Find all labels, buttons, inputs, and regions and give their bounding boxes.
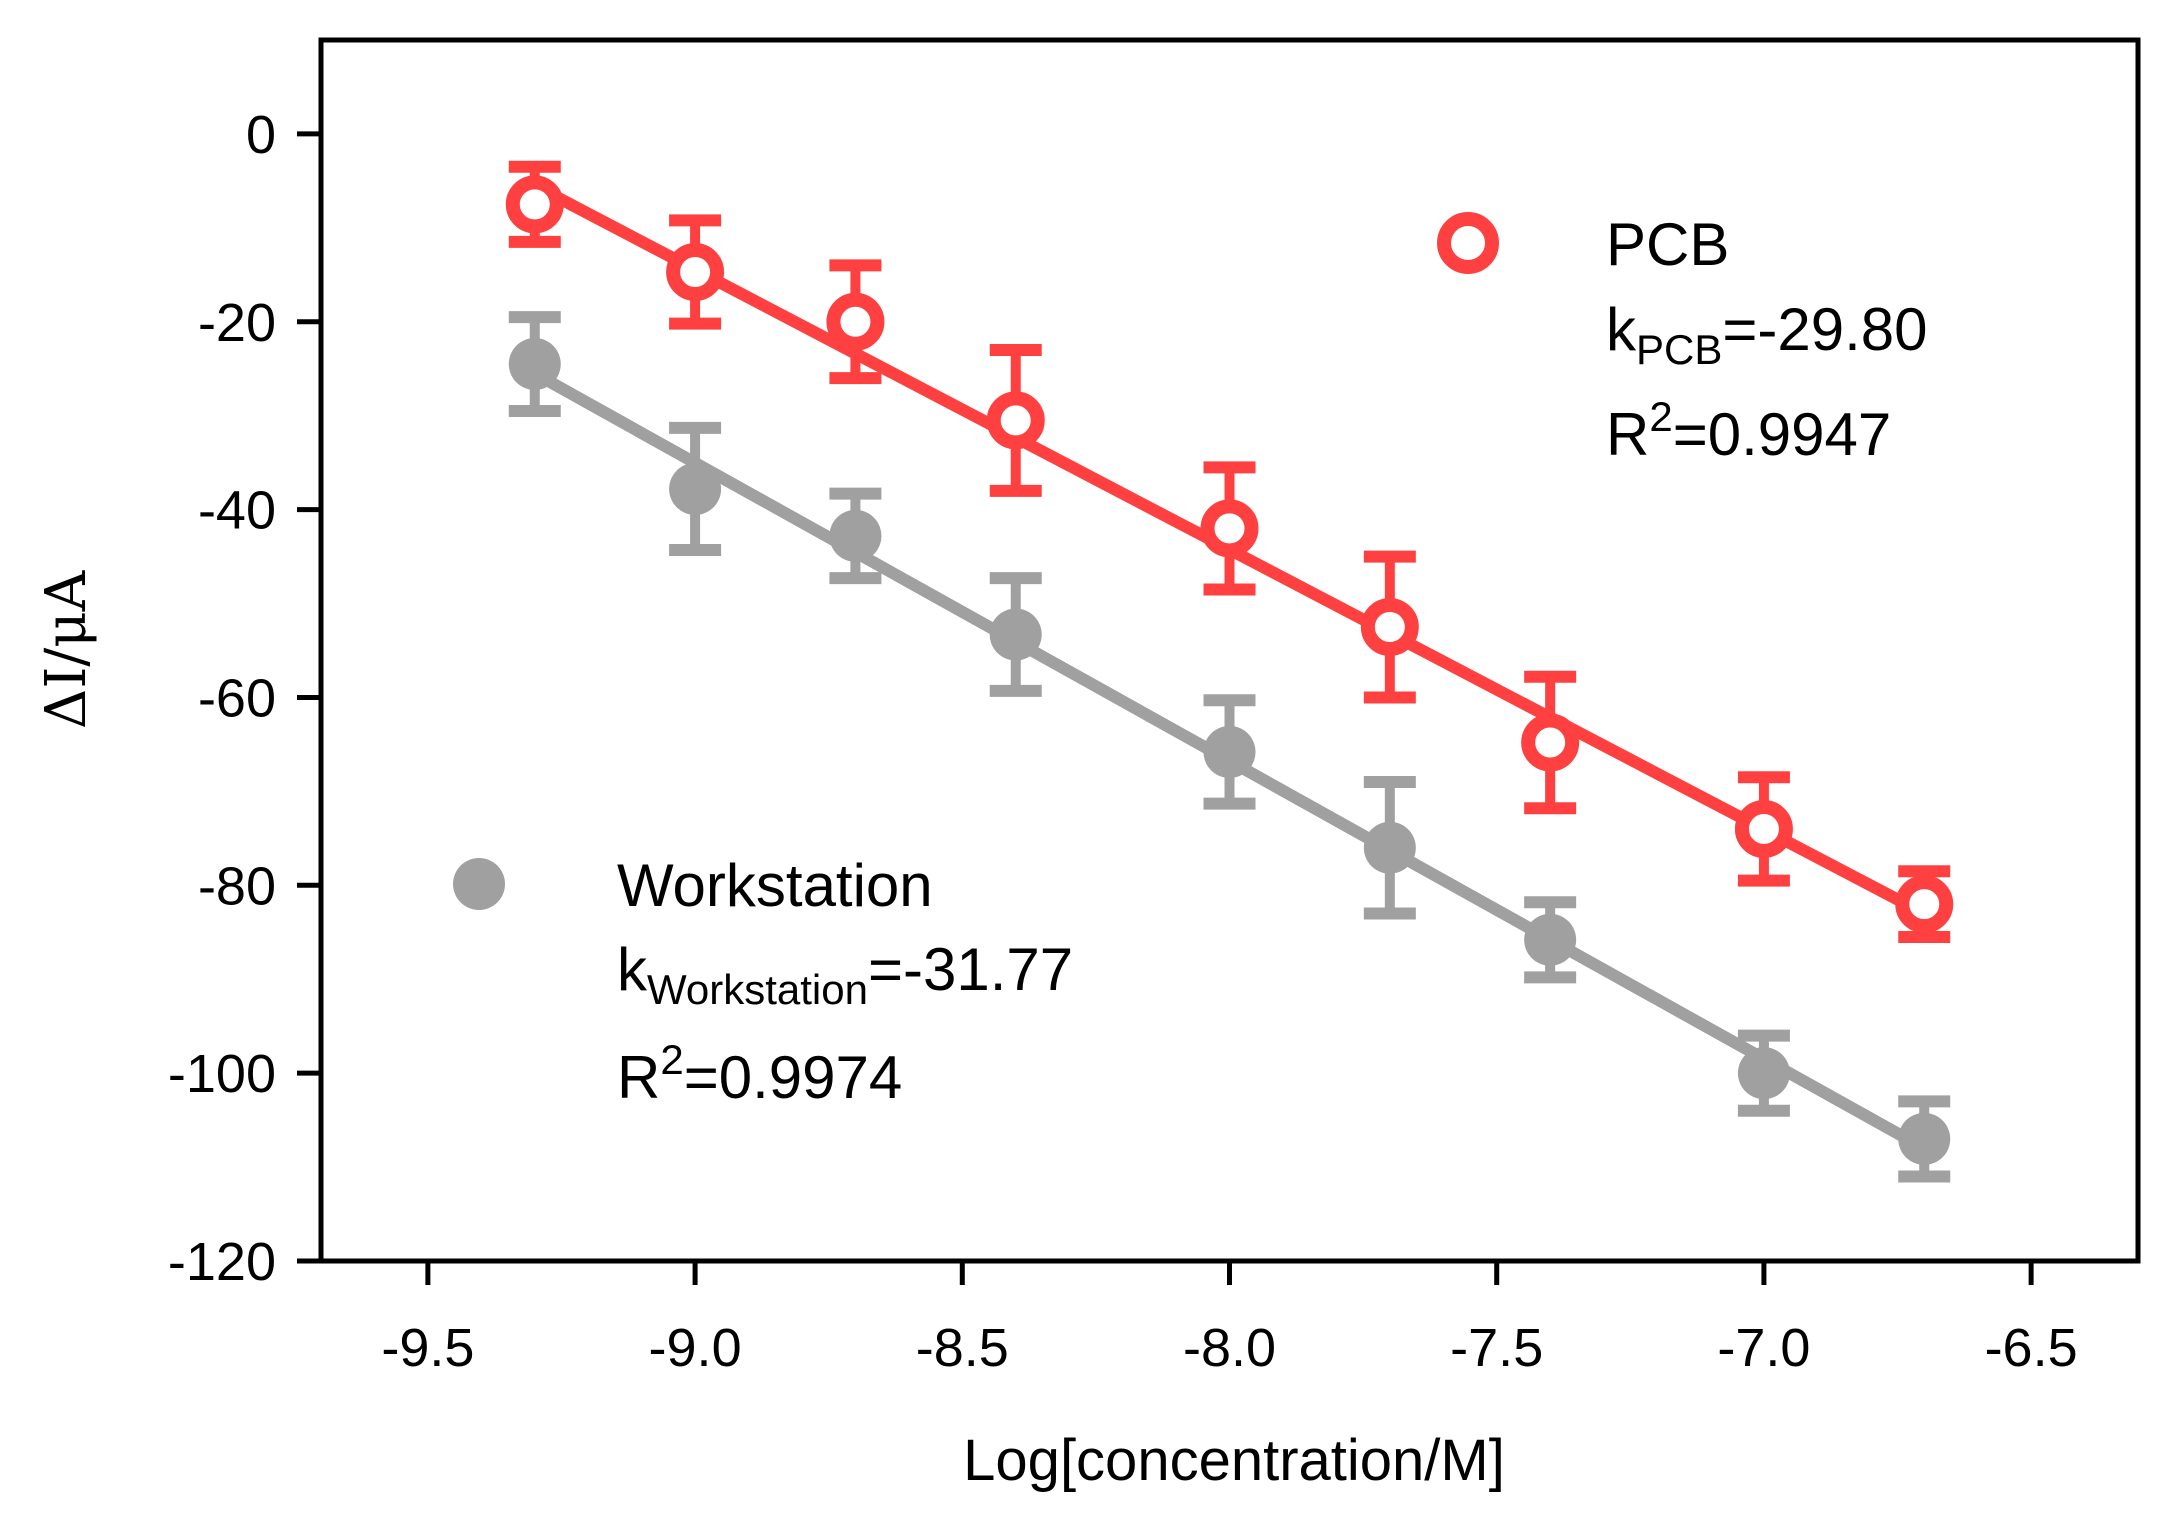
legend-label-workstation: Workstation xyxy=(617,852,933,919)
x-tick-label: -8.0 xyxy=(1183,1318,1276,1378)
r2-sup-workstation: 2 xyxy=(660,1036,683,1083)
legend-marker-pcb xyxy=(1437,212,1499,274)
r2-r-workstation: R xyxy=(617,1044,660,1111)
data-point-pcb xyxy=(986,391,1045,450)
slope-k-pcb: k xyxy=(1606,296,1637,363)
data-point-workstation xyxy=(508,338,561,391)
data-point-pcb xyxy=(1200,499,1259,558)
data-point-workstation xyxy=(1203,725,1256,778)
y-tick-label: -20 xyxy=(198,293,276,353)
legend-pcb: PCB kPCB=-29.80 R2=0.9947 xyxy=(1437,211,1928,468)
slope-value-workstation: =-31.77 xyxy=(868,936,1073,1003)
y-tick-label: -100 xyxy=(168,1044,276,1104)
legend-marker-workstation xyxy=(453,858,505,910)
x-tick-label: -9.5 xyxy=(381,1318,474,1378)
y-tick-label: -120 xyxy=(168,1232,276,1292)
slope-value-pcb: =-29.80 xyxy=(1722,296,1927,363)
data-point-workstation xyxy=(1363,821,1416,874)
x-tick-label: -9.0 xyxy=(649,1318,742,1378)
data-point-workstation xyxy=(1898,1112,1951,1165)
slope-label-workstation: kWorkstation=-31.77 xyxy=(617,936,1073,1013)
data-point-workstation xyxy=(1737,1047,1790,1100)
r2-sup-pcb: 2 xyxy=(1649,393,1672,440)
slope-sub-pcb: PCB xyxy=(1636,326,1722,373)
r2-value-pcb: =0.9947 xyxy=(1673,401,1892,468)
r2-r-pcb: R xyxy=(1606,401,1649,468)
data-point-pcb xyxy=(666,242,725,301)
data-point-pcb xyxy=(505,175,564,234)
data-points xyxy=(505,160,1954,1183)
data-point-pcb xyxy=(826,292,885,351)
data-point-pcb xyxy=(1360,598,1419,657)
y-tick-label: -60 xyxy=(198,668,276,728)
data-point-workstation xyxy=(989,608,1042,661)
data-point-pcb xyxy=(1895,875,1954,934)
data-point-pcb xyxy=(1734,799,1793,858)
x-axis: -9.5 -9.0 -8.5 -8.0 -7.5 -7.0 -6.5 xyxy=(381,1261,2078,1378)
x-tick-label: -6.5 xyxy=(1985,1318,2078,1378)
x-tick-label: -8.5 xyxy=(916,1318,1009,1378)
slope-k-workstation: k xyxy=(617,936,648,1003)
x-tick-label: -7.0 xyxy=(1717,1318,1810,1378)
y-axis: 0 -20 -40 -60 -80 -100 -120 xyxy=(168,105,321,1292)
slope-label-pcb: kPCB=-29.80 xyxy=(1606,296,1928,373)
y-axis-label: ΔI/μA xyxy=(34,570,99,729)
r2-label-workstation: R2=0.9974 xyxy=(617,1036,902,1111)
x-tick-label: -7.5 xyxy=(1450,1318,1543,1378)
x-axis-label: Log[concentration/M] xyxy=(963,1428,1505,1493)
legend-label-pcb: PCB xyxy=(1606,211,1729,278)
legend-workstation: Workstation kWorkstation=-31.77 R2=0.997… xyxy=(453,852,1073,1111)
data-point-workstation xyxy=(829,509,882,562)
data-point-workstation xyxy=(1524,913,1577,966)
data-point-workstation xyxy=(669,462,722,515)
y-tick-label: -40 xyxy=(198,481,276,541)
r2-label-pcb: R2=0.9947 xyxy=(1606,393,1891,468)
y-tick-label: -80 xyxy=(198,856,276,916)
slope-sub-workstation: Workstation xyxy=(647,966,868,1013)
data-point-pcb xyxy=(1521,713,1580,772)
y-tick-label: 0 xyxy=(246,105,276,165)
r2-value-workstation: =0.9974 xyxy=(684,1044,903,1111)
